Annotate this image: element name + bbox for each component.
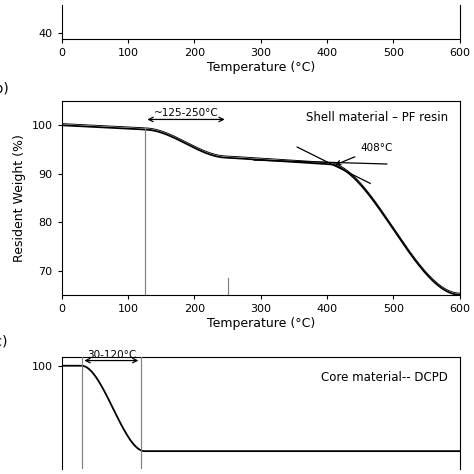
Text: (b): (b) xyxy=(0,81,9,95)
Text: 408°C: 408°C xyxy=(336,143,392,165)
Text: 30-120°C: 30-120°C xyxy=(87,350,136,360)
Text: Shell material – PF resin: Shell material – PF resin xyxy=(306,111,448,124)
Text: (c): (c) xyxy=(0,334,9,348)
Text: ~125-250°C: ~125-250°C xyxy=(154,109,219,118)
Y-axis label: Resident Weight (%): Resident Weight (%) xyxy=(13,134,26,262)
X-axis label: Temperature (°C): Temperature (°C) xyxy=(207,317,315,329)
X-axis label: Temperature (°C): Temperature (°C) xyxy=(207,61,315,73)
Text: Core material-- DCPD: Core material-- DCPD xyxy=(321,371,448,383)
